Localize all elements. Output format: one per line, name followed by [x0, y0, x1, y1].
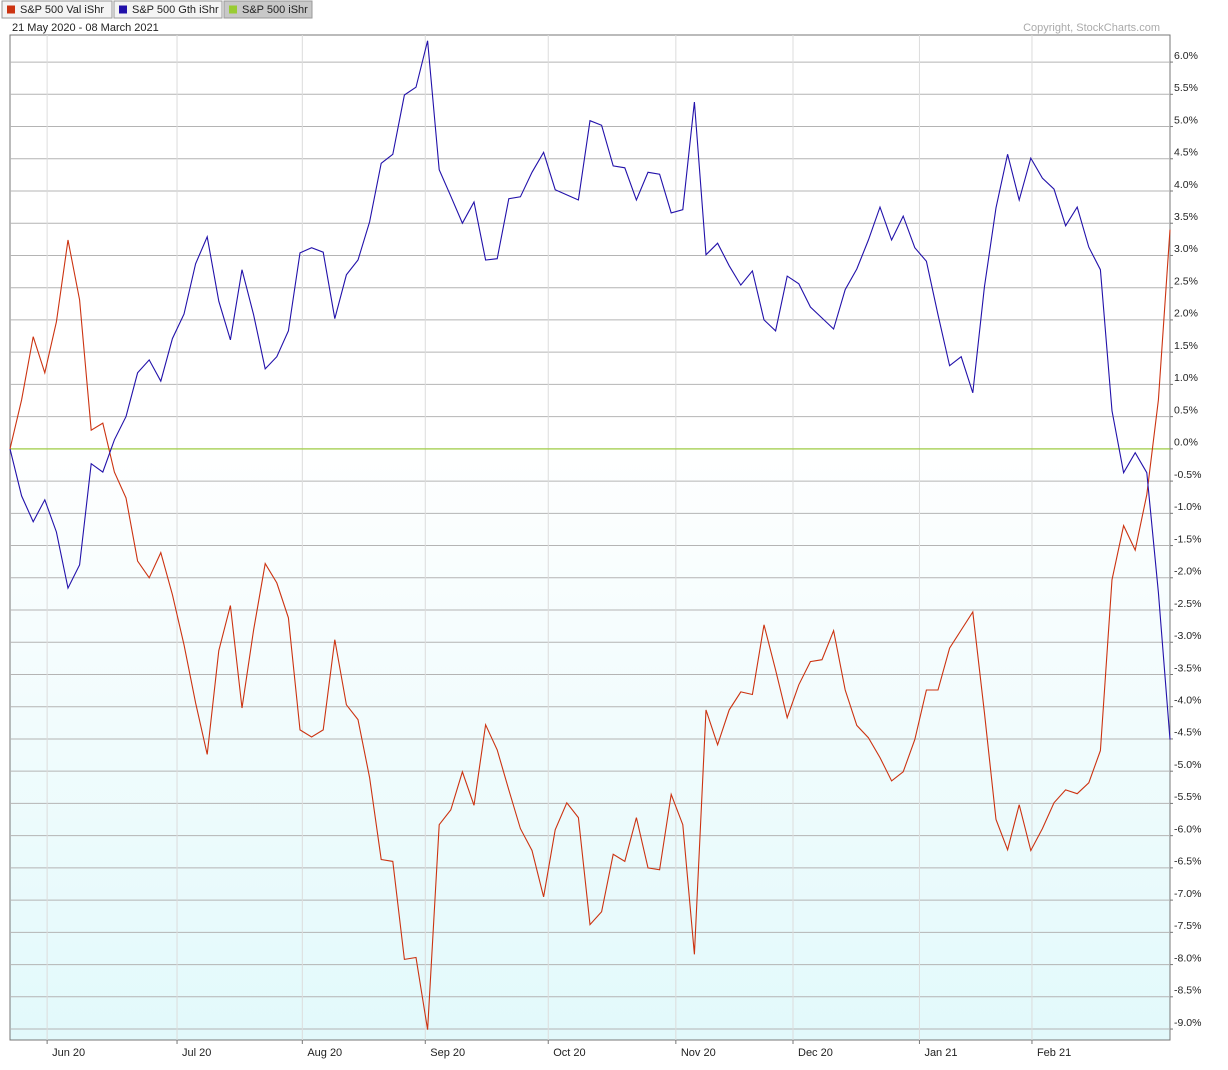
y-tick-label: -0.5% [1174, 469, 1201, 481]
y-tick-label: 1.5% [1174, 340, 1198, 352]
y-tick-label: 6.0% [1174, 50, 1198, 62]
legend-swatch [119, 5, 127, 14]
legend-box [113, 0, 223, 19]
y-tick-label: -2.0% [1174, 566, 1201, 578]
x-tick-label: Sep 20 [430, 1047, 465, 1059]
series-line [9, 229, 1171, 1030]
x-tick-label: Oct 20 [553, 1047, 585, 1059]
y-tick-label: 2.0% [1174, 308, 1198, 320]
legend-box [1, 0, 113, 19]
y-tick-label: 4.5% [1174, 147, 1198, 159]
legend-label: S&P 500 iShr [242, 4, 308, 16]
legend-label: S&P 500 Gth iShr [132, 4, 219, 16]
y-tick-label: -6.5% [1174, 856, 1201, 868]
y-tick-label: 5.5% [1174, 82, 1198, 94]
y-tick-label: -9.0% [1174, 1017, 1201, 1029]
y-tick-label: 5.0% [1174, 114, 1198, 126]
x-tick-label: Jan 21 [924, 1047, 957, 1059]
y-tick-label: -4.5% [1174, 727, 1201, 739]
y-tick-label: 3.5% [1174, 211, 1198, 223]
subtitle: 21 May 2020 - 08 March 2021 [12, 22, 159, 34]
y-tick-label: -5.0% [1174, 759, 1201, 771]
y-tick-label: 1.0% [1174, 372, 1198, 384]
plot-area [9, 34, 1171, 1041]
y-tick-label: -3.0% [1174, 630, 1201, 642]
y-tick-label: -5.5% [1174, 791, 1201, 803]
legend-item[interactable]: S&P 500 Gth iShr [113, 0, 223, 19]
y-tick-label: -4.0% [1174, 695, 1201, 707]
y-tick-label: -3.5% [1174, 662, 1201, 674]
x-tick-label: Feb 21 [1037, 1047, 1071, 1059]
copyright: Copyright, StockCharts.com [1023, 22, 1160, 34]
y-tick-label: -1.5% [1174, 533, 1201, 545]
y-tick-label: 0.5% [1174, 404, 1198, 416]
y-tick-label: 2.5% [1174, 275, 1198, 287]
legend-label: S&P 500 Val iShr [20, 4, 104, 16]
series-line [9, 40, 1171, 740]
y-tick-label: 0.0% [1174, 437, 1198, 449]
y-tick-label: -8.5% [1174, 985, 1201, 997]
x-tick-label: Dec 20 [798, 1047, 833, 1059]
legend-swatch [7, 5, 15, 14]
y-tick-label: -7.0% [1174, 888, 1201, 900]
legend-item[interactable]: S&P 500 Val iShr [1, 0, 113, 19]
y-tick-label: 3.0% [1174, 243, 1198, 255]
legend-item[interactable]: S&P 500 iShr [223, 0, 313, 19]
legend-box [223, 0, 313, 19]
legend-swatch [229, 5, 237, 14]
y-tick-label: -1.0% [1174, 501, 1201, 513]
x-tick-label: Jun 20 [52, 1047, 85, 1059]
y-tick-label: 4.0% [1174, 179, 1198, 191]
x-tick-label: Jul 20 [182, 1047, 211, 1059]
y-tick-label: -7.5% [1174, 920, 1201, 932]
x-tick-label: Nov 20 [681, 1047, 716, 1059]
x-tick-label: Aug 20 [307, 1047, 342, 1059]
y-tick-label: -2.5% [1174, 598, 1201, 610]
y-tick-label: -6.0% [1174, 823, 1201, 835]
y-tick-label: -8.0% [1174, 952, 1201, 964]
